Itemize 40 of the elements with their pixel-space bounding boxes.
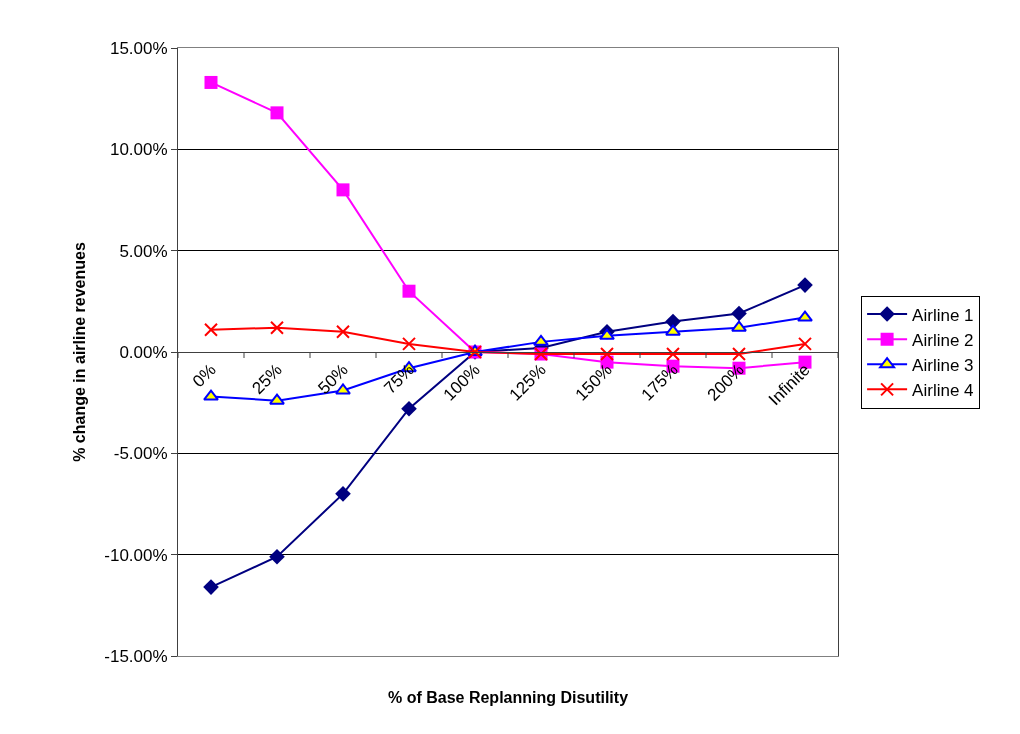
point xyxy=(203,579,219,595)
legend-label: Airline 3 xyxy=(912,355,974,375)
y-tick-label: -5.00% xyxy=(113,444,168,464)
point xyxy=(402,336,416,351)
legend-label: Airline 2 xyxy=(912,330,974,350)
point xyxy=(666,347,680,362)
point xyxy=(797,277,813,293)
point xyxy=(270,320,284,335)
point xyxy=(665,313,681,330)
point xyxy=(204,322,218,337)
legend-label: Airline 4 xyxy=(912,380,974,400)
legend-label: Airline 1 xyxy=(912,305,974,325)
point xyxy=(270,106,284,120)
point xyxy=(204,75,218,89)
point xyxy=(269,548,285,565)
point xyxy=(731,320,747,332)
y-tick-label: 15.00% xyxy=(109,38,168,58)
point xyxy=(401,400,417,417)
point xyxy=(336,324,350,339)
point xyxy=(798,336,812,351)
point xyxy=(665,324,681,336)
point xyxy=(600,347,614,362)
point xyxy=(599,328,615,340)
point xyxy=(335,486,351,502)
y-tick-label: 0.00% xyxy=(119,342,168,362)
x-tick-label: 75% xyxy=(380,360,418,398)
x-axis-title: % of Base Replanning Disutility xyxy=(388,689,629,706)
y-axis-title: % change in airline revenues xyxy=(71,242,89,462)
point xyxy=(203,389,219,401)
point xyxy=(732,347,746,362)
x-tick-label: 0% xyxy=(189,360,220,392)
point xyxy=(533,334,549,346)
point xyxy=(402,284,416,298)
point xyxy=(731,305,747,322)
y-tick-label: 5.00% xyxy=(119,241,168,261)
y-tick-label: -15.00% xyxy=(104,646,168,666)
y-tick-label: 10.00% xyxy=(109,140,168,160)
point xyxy=(336,183,350,197)
point xyxy=(797,310,813,322)
y-tick-label: -10.00% xyxy=(104,545,168,565)
